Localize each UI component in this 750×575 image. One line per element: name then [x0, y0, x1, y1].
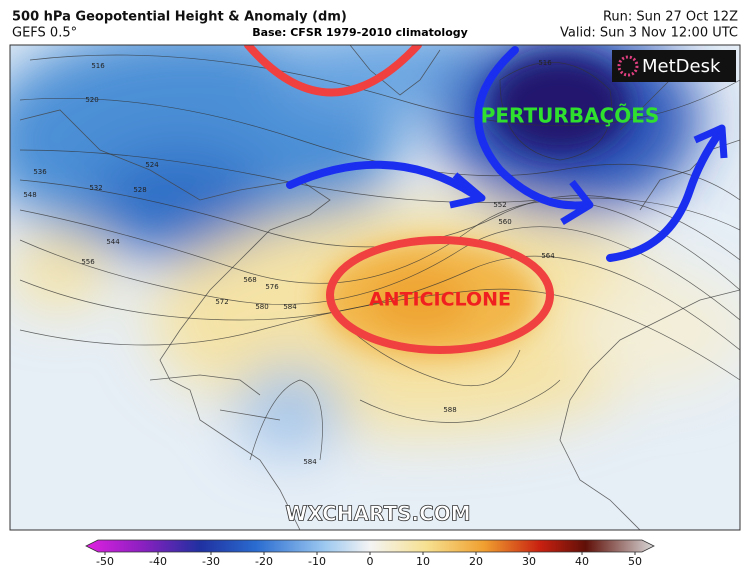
contour-label: 572: [215, 298, 228, 306]
flow-arrow: [286, 160, 479, 199]
colorbar-ticks: -50 -40 -30 -20 -10 0 10 20 30 40 50: [96, 552, 642, 568]
low-arrowhead: [560, 179, 594, 225]
east-arrowhead: [693, 124, 728, 159]
ridge-arrow: [244, 45, 422, 97]
east-arrow: [606, 128, 724, 262]
valid-label: Valid: Sun 3 Nov 12:00 UTC: [560, 26, 738, 41]
colorbar-tick-label: -10: [308, 555, 326, 568]
contour-label: 516: [91, 62, 105, 70]
watermark: WXCHARTS.COM: [285, 502, 470, 526]
contour-label: 528: [133, 186, 146, 194]
flow-arrowhead: [449, 172, 486, 209]
colorbar: [85, 539, 655, 553]
contour-label: 564: [541, 252, 555, 260]
contour-label: 588: [443, 406, 456, 414]
contour-label: 544: [106, 238, 120, 246]
contour-label: 568: [243, 276, 256, 284]
model-label: GEFS 0.5°: [12, 26, 77, 41]
logo-icon: [617, 55, 639, 77]
contour-label: 576: [265, 283, 279, 291]
colorbar-tick-label: 20: [469, 555, 483, 568]
colorbar-tick-label: 40: [575, 555, 589, 568]
colorbar-tick-label: -30: [202, 555, 220, 568]
contour-label: 532: [89, 184, 102, 192]
logo-box: [612, 50, 736, 82]
logo: MetDesk: [642, 56, 721, 77]
contour-label: 548: [23, 191, 36, 199]
map-title: 500 hPa Geopotential Height & Anomaly (d…: [12, 10, 347, 25]
run-label: Run: Sun 27 Oct 12Z: [603, 10, 738, 25]
contour-label: 552: [493, 201, 506, 209]
map-frame: [9, 44, 741, 531]
contour-label: 556: [81, 258, 95, 266]
high-annotation: ANTICICLONE: [369, 289, 511, 311]
contour-label: 584: [303, 458, 317, 466]
contour-label: 584: [283, 303, 297, 311]
high-outline: [326, 236, 554, 354]
contour-label: 524: [145, 161, 159, 169]
base-label: Base: CFSR 1979-2010 climatology: [252, 26, 468, 39]
contour-label: 536: [33, 168, 47, 176]
colorbar-tick-label: -50: [96, 555, 114, 568]
colorbar-tick-label: -40: [149, 555, 167, 568]
low-annotation: PERTURBAÇÕES: [481, 104, 660, 128]
colorbar-tick-label: 0: [367, 555, 374, 568]
contour-label: 520: [85, 96, 98, 104]
colorbar-tick-label: 50: [628, 555, 642, 568]
colorbar-tick-label: 10: [416, 555, 430, 568]
low-arrow: [474, 46, 589, 210]
contour-labels: 516 520 524 528 532 536 544 548 556 552 560 564 568 5…: [23, 59, 555, 466]
colorbar-tick-label: -20: [255, 555, 273, 568]
contour-label: 560: [498, 218, 511, 226]
contour-label: 516: [538, 59, 552, 67]
colorbar-tick-label: 30: [522, 555, 536, 568]
contour-label: 580: [255, 303, 268, 311]
map: 516 520 524 528 532 536 544 548 556 552 560 564 568 5…: [10, 45, 740, 530]
